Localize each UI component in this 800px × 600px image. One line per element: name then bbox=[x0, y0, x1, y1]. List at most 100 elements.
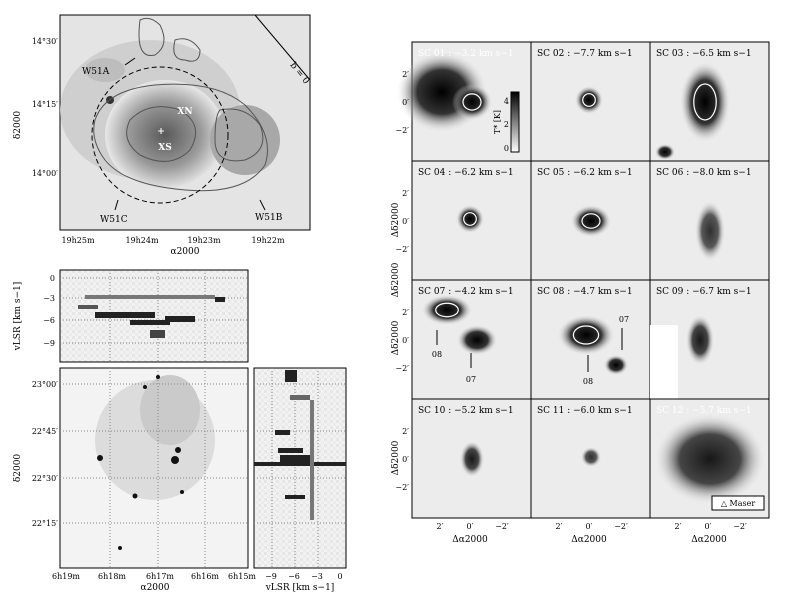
colorbar-tick-0: 4 bbox=[504, 97, 509, 106]
grid-xtick: −2′ bbox=[614, 522, 628, 531]
grid-xtick: 2′ bbox=[556, 522, 563, 531]
grid-ylabel: Δδ2000 bbox=[391, 262, 401, 297]
bl-ytick-2: 22°30′ bbox=[32, 474, 58, 483]
grid-ytick: 0′ bbox=[402, 455, 409, 464]
sc-panel-blank-region bbox=[650, 325, 678, 399]
grid-ylabel-row4: Δδ2000 bbox=[391, 440, 401, 475]
bs-xtick-1: −6 bbox=[288, 572, 300, 581]
ml-ylabel: vLSR [km s−1] bbox=[13, 282, 23, 352]
sc-panel-4: SC 04 : −6.2 km s−1 bbox=[411, 160, 532, 281]
grid-xlabel-col3: Δα2000 bbox=[691, 535, 727, 545]
emission-blob bbox=[452, 84, 492, 120]
emission-blob bbox=[680, 62, 730, 142]
sc-panel-title: SC 11 : −6.0 km s−1 bbox=[537, 406, 633, 416]
grid-ytick: 2′ bbox=[402, 308, 409, 317]
emission-blob bbox=[604, 355, 628, 375]
emission-blob bbox=[460, 441, 484, 477]
bl-ytick-1: 22°45′ bbox=[32, 427, 58, 436]
tl-ytick-2: 14°00′ bbox=[32, 169, 58, 178]
bl-xtick-3: 6h16m bbox=[191, 572, 219, 581]
grid-xlabel-col1: Δα2000 bbox=[452, 535, 488, 545]
colorbar-label: T* [K] bbox=[493, 110, 502, 134]
ml-ytick-1: −3 bbox=[43, 294, 55, 303]
sc-panel-title: SC 01 : −3.2 km s−1 bbox=[418, 49, 514, 59]
bs-xtick-3: 0 bbox=[337, 572, 342, 581]
sc07-arrow-label-a: 08 bbox=[432, 350, 442, 359]
velocity-panel: 0 −3 −6 −9 vLSR [km s−1] bbox=[13, 269, 249, 363]
emission-blob bbox=[686, 315, 714, 365]
grid-xtick: 0′ bbox=[586, 522, 593, 531]
contour bbox=[462, 93, 482, 111]
colorbar-tick-2: 0 bbox=[504, 144, 509, 153]
grid-ytick: 0′ bbox=[402, 98, 409, 107]
bl-ytick-0: 23°00′ bbox=[32, 380, 58, 389]
emission-blob bbox=[456, 205, 484, 233]
grid-ytick: −2′ bbox=[395, 126, 409, 135]
sc-panel-11: SC 11 : −6.0 km s−1 bbox=[530, 398, 651, 519]
label-w51b: W51B bbox=[255, 213, 283, 223]
vdec-panel: −9 −6 −3 0 vLSR [km s−1] bbox=[253, 367, 347, 593]
bl-xtick-2: 6h17m bbox=[146, 572, 174, 581]
w51-map-panel: + XN XS W51A W51C W51B b = 0 14°30′ 14°1… bbox=[13, 14, 311, 257]
maser-legend: △ Maser bbox=[711, 495, 765, 511]
sc-panel-title: SC 06 : −8.0 km s−1 bbox=[656, 168, 752, 178]
emission-blob bbox=[581, 447, 601, 467]
contour bbox=[582, 93, 596, 107]
tl-ylabel: δ2000 bbox=[13, 111, 23, 140]
emission-blob bbox=[558, 315, 614, 355]
emission-blob bbox=[695, 201, 725, 261]
grid-ytick: 2′ bbox=[402, 189, 409, 198]
grid-xtick: −2′ bbox=[733, 522, 747, 531]
sc-panel-8: SC 08 : −4.7 km s−1 bbox=[530, 279, 651, 400]
sc-panel-title: SC 08 : −4.7 km s−1 bbox=[537, 287, 633, 297]
ml-ytick-0: 0 bbox=[50, 274, 55, 283]
sc-panel-12: SC 12 : −5.7 km s−1 bbox=[649, 398, 770, 519]
grid-xtick: 0′ bbox=[467, 522, 474, 531]
grid-ytick: 0′ bbox=[402, 217, 409, 226]
bl-xlabel: α2000 bbox=[141, 583, 170, 593]
sc-panel-2: SC 02 : −7.7 km s−1 bbox=[530, 41, 651, 162]
sc07-arrow-label-b: 07 bbox=[466, 375, 476, 384]
sc-panel-9: SC 09 : −6.7 km s−1 bbox=[649, 279, 770, 400]
tl-xtick-3: 19h22m bbox=[251, 236, 285, 245]
emission-blob bbox=[655, 144, 675, 160]
emission-blob bbox=[575, 86, 603, 114]
tl-ytick-0: 14°30′ bbox=[32, 37, 58, 46]
tl-xlabel: α2000 bbox=[171, 247, 200, 257]
emission-blob bbox=[655, 414, 765, 504]
grid-ylabel-row3: Δδ2000 bbox=[391, 320, 401, 355]
sc-panel-10: SC 10 : −5.2 km s−1 bbox=[411, 398, 532, 519]
bl-xtick-1: 6h18m bbox=[98, 572, 126, 581]
tl-xtick-1: 19h24m bbox=[125, 236, 159, 245]
label-w51c: W51C bbox=[100, 215, 128, 225]
emission-blob bbox=[457, 325, 497, 355]
grid-ytick: −2′ bbox=[395, 364, 409, 373]
ml-ytick-2: −6 bbox=[43, 316, 55, 325]
sc08-arrow-label-b: 08 bbox=[583, 377, 593, 386]
sc-panel-title: SC 04 : −6.2 km s−1 bbox=[418, 168, 514, 178]
grid-xtick: −2′ bbox=[495, 522, 509, 531]
arrow-annotations: 08 07 07 08 bbox=[432, 315, 629, 386]
sc-panel-title: SC 03 : −6.5 km s−1 bbox=[656, 49, 752, 59]
bottom-map-panel: 23°00′ 22°45′ 22°30′ 22°15′ 6h19m 6h18m … bbox=[13, 367, 256, 593]
contour bbox=[581, 213, 601, 229]
contour bbox=[572, 325, 600, 345]
sc-panel-7: SC 07 : −4.2 km s−1 bbox=[411, 279, 532, 400]
sc08-arrow-label-a: 07 bbox=[619, 315, 629, 324]
tl-ytick-1: 14°15′ bbox=[32, 100, 58, 109]
grid-xtick: 2′ bbox=[437, 522, 444, 531]
sc-panel-title: SC 09 : −6.7 km s−1 bbox=[656, 287, 752, 297]
grid-ytick: −2′ bbox=[395, 245, 409, 254]
grid-ytick: 2′ bbox=[402, 427, 409, 436]
grid-xtick: 0′ bbox=[705, 522, 712, 531]
bs-xtick-2: −3 bbox=[311, 572, 323, 581]
grid-ytick: −2′ bbox=[395, 483, 409, 492]
label-xn: XN bbox=[177, 107, 192, 117]
emission-blob bbox=[422, 295, 472, 325]
tl-xtick-0: 19h25m bbox=[61, 236, 95, 245]
sc-panel-3: SC 03 : −6.5 km s−1 bbox=[649, 41, 770, 162]
colorbar: 4 2 0 T* [K] bbox=[493, 91, 520, 153]
maser-legend-text: △ Maser bbox=[721, 499, 755, 508]
grid-ytick: 0′ bbox=[402, 336, 409, 345]
contour bbox=[463, 212, 477, 226]
